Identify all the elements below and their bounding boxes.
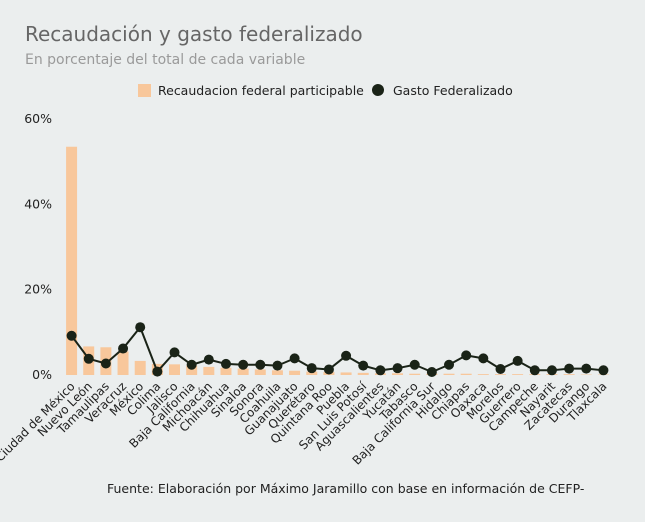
bar-hidalgo xyxy=(443,373,455,375)
bar-veracruz xyxy=(117,351,129,375)
point-puebla xyxy=(341,350,352,361)
point-oaxaca xyxy=(478,353,489,364)
point-chihuahua xyxy=(220,358,231,369)
point-aguascalientes xyxy=(375,365,386,376)
point-guerrero xyxy=(512,355,523,366)
point-baja-california xyxy=(186,359,197,370)
bar-sinaloa xyxy=(237,368,249,375)
chart-title: Recaudación y gasto federalizado xyxy=(25,22,363,46)
point-sonora xyxy=(255,359,266,370)
bar-zacatecas xyxy=(563,374,575,375)
point-michoacan xyxy=(203,354,214,365)
bar-morelos xyxy=(494,374,506,375)
point-coahuila xyxy=(272,360,283,371)
point-ciudad-de-mexico xyxy=(66,330,77,341)
legend-line-label: Gasto Federalizado xyxy=(393,83,513,98)
point-nayarit xyxy=(546,365,557,376)
point-chiapas xyxy=(461,350,472,361)
bar-baja-california xyxy=(186,365,198,375)
point-hidalgo xyxy=(444,359,455,370)
y-tick-label: 60% xyxy=(24,111,52,126)
bar-series xyxy=(66,146,609,375)
bar-yucatan xyxy=(392,373,404,375)
legend: Recaudacion federal participable Gasto F… xyxy=(138,83,513,98)
point-sinaloa xyxy=(238,359,249,370)
point-morelos xyxy=(495,364,506,375)
point-colima xyxy=(152,366,163,377)
bar-mexico xyxy=(134,360,146,375)
bar-queretaro xyxy=(306,371,318,375)
gasto-federalizado-line xyxy=(70,326,604,374)
bar-oaxaca xyxy=(477,374,489,375)
point-jalisco xyxy=(169,347,180,358)
point-nuevo-leon xyxy=(83,353,94,364)
bar-guerrero xyxy=(512,374,524,375)
y-tick-label: 40% xyxy=(24,196,52,211)
point-veracruz xyxy=(118,343,129,354)
point-tlaxcala xyxy=(598,365,609,376)
point-queretaro xyxy=(306,363,317,374)
bar-san-luis-potosi xyxy=(357,372,369,375)
y-tick-label: 20% xyxy=(24,282,52,297)
point-mexico xyxy=(135,322,146,333)
bar-michoacan xyxy=(203,366,215,375)
bar-tabasco xyxy=(409,373,421,375)
bar-chiapas xyxy=(460,373,472,375)
point-yucatan xyxy=(392,363,403,374)
bar-ciudad-de-mexico xyxy=(66,146,78,375)
legend-line-swatch xyxy=(372,84,384,96)
point-quintana-roo xyxy=(323,364,334,375)
legend-bar-swatch xyxy=(138,84,151,97)
bar-jalisco xyxy=(169,364,181,375)
point-tabasco xyxy=(409,359,420,370)
bar-chihuahua xyxy=(220,367,232,375)
point-guanajuato xyxy=(289,353,300,364)
bar-coahuila xyxy=(271,370,283,375)
y-axis: 0% 20% 40% 60% xyxy=(24,111,52,382)
line-series xyxy=(66,322,609,378)
point-tamaulipas xyxy=(100,358,111,369)
y-tick-label: 0% xyxy=(32,367,52,382)
point-zacatecas xyxy=(564,363,575,374)
bar-sonora xyxy=(254,369,266,375)
point-durango xyxy=(581,363,592,374)
bar-guanajuato xyxy=(289,370,301,375)
point-san-luis-potosi xyxy=(358,360,369,371)
bar-puebla xyxy=(340,372,352,375)
point-campeche xyxy=(529,365,540,376)
chart-subtitle: En porcentaje del total de cada variable xyxy=(25,52,305,68)
point-baja-california-sur xyxy=(426,367,437,378)
caption: Fuente: Elaboración por Máximo Jaramillo… xyxy=(107,481,584,496)
legend-bar-label: Recaudacion federal participable xyxy=(158,83,364,98)
